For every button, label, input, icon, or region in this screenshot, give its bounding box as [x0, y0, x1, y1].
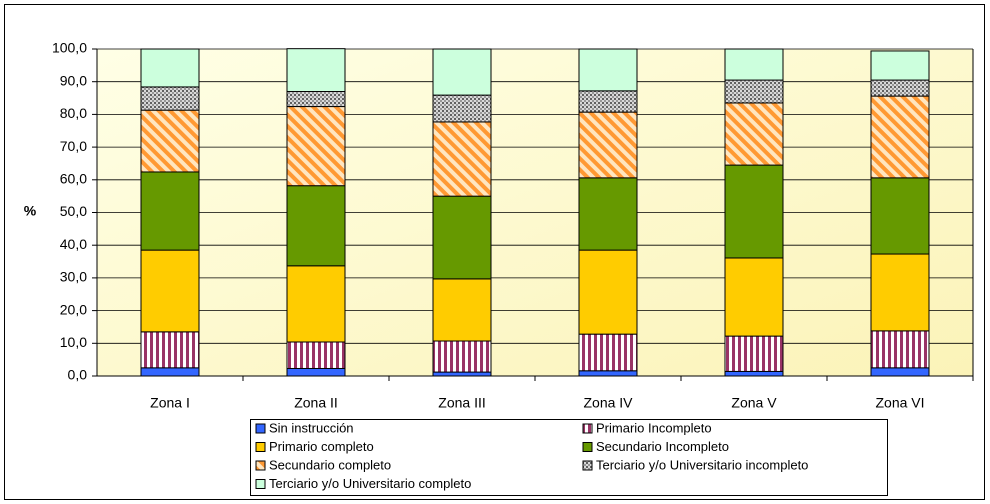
- x-tick-label: Zona I: [150, 395, 190, 411]
- bar-segment: [286, 265, 346, 343]
- bar-segment: [724, 370, 784, 377]
- bar-segment: [140, 86, 200, 111]
- y-axis-label: %: [24, 203, 37, 219]
- bar-segment: [724, 48, 784, 81]
- bar-segment: [286, 185, 346, 267]
- x-tick-label: Zona IV: [583, 395, 633, 411]
- bar-segment: [286, 106, 346, 187]
- bar-segment: [432, 48, 492, 96]
- bar-segment: [724, 102, 784, 166]
- x-tick-label: Zona II: [294, 395, 338, 411]
- legend-swatch: [255, 442, 266, 452]
- bar-segment: [432, 94, 492, 123]
- x-tick-label: Zona VI: [875, 395, 924, 411]
- legend-label: Terciario y/o Universitario completo: [269, 476, 471, 491]
- bar-segment: [578, 111, 638, 179]
- bar-segment: [286, 48, 346, 93]
- legend-label: Sin instrucción: [269, 420, 354, 435]
- y-tick-label: 50,0: [60, 203, 87, 219]
- bar-segment: [724, 335, 784, 372]
- legend-item: Secundario Incompleto: [582, 439, 729, 454]
- bar-segment: [140, 367, 200, 377]
- bar-segment: [140, 109, 200, 173]
- bar-segment: [140, 48, 200, 88]
- bar-segment: [432, 340, 492, 373]
- legend-swatch: [582, 460, 593, 471]
- bar-segment: [870, 177, 930, 255]
- legend-label: Secundario Incompleto: [596, 439, 729, 454]
- legend-item: Primario completo: [255, 439, 374, 454]
- bar-segment: [578, 370, 638, 377]
- legend-item: Terciario y/o Universitario incompleto: [582, 457, 808, 472]
- y-tick-label: 90,0: [60, 72, 87, 88]
- legend-item: Sin instrucción: [255, 420, 354, 435]
- x-tick-label: Zona V: [731, 395, 777, 411]
- y-tick-label: 60,0: [60, 171, 87, 187]
- y-tick-label: 40,0: [60, 236, 87, 252]
- bar-segment: [286, 341, 346, 369]
- bar-segment: [432, 371, 492, 377]
- bar-segment: [140, 331, 200, 369]
- bar-segment: [432, 278, 492, 342]
- bar-segment: [432, 121, 492, 197]
- bar-segment: [286, 367, 346, 377]
- y-tick-label: 0,0: [68, 367, 88, 383]
- y-tick-label: 20,0: [60, 301, 87, 317]
- legend-swatch: [582, 442, 593, 452]
- legend-swatch: [255, 479, 266, 489]
- bar-segment: [286, 91, 346, 108]
- legend-item: Terciario y/o Universitario completo: [255, 476, 471, 491]
- legend-label: Primario Incompleto: [596, 420, 712, 435]
- bar-segment: [870, 95, 930, 179]
- legend: [250, 419, 888, 496]
- bar-segment: [432, 195, 492, 280]
- bar-segment: [724, 257, 784, 337]
- bar-segment: [578, 90, 638, 113]
- bar-segment: [870, 50, 930, 81]
- legend-swatch: [255, 460, 266, 471]
- legend-item: Primario Incompleto: [582, 420, 712, 435]
- y-tick-label: 80,0: [60, 105, 87, 121]
- bar-segment: [870, 330, 930, 369]
- legend-item: Secundario completo: [255, 457, 391, 472]
- legend-swatch: [255, 423, 266, 434]
- y-tick-label: 70,0: [60, 138, 87, 154]
- legend-label: Terciario y/o Universitario incompleto: [596, 457, 808, 472]
- bar-segment: [578, 249, 638, 335]
- bar-segment: [140, 249, 200, 333]
- bar-segment: [578, 48, 638, 92]
- bar-segment: [140, 171, 200, 251]
- bar-segment: [724, 79, 784, 104]
- legend-label: Secundario completo: [269, 457, 391, 472]
- bar-segment: [870, 253, 930, 332]
- legend-swatch: [582, 423, 593, 434]
- bar-segment: [724, 164, 784, 259]
- y-tick-label: 10,0: [60, 334, 87, 350]
- bar-segment: [578, 333, 638, 372]
- y-tick-label: 100,0: [52, 40, 87, 56]
- y-tick-label: 30,0: [60, 269, 87, 285]
- x-tick-label: Zona III: [438, 395, 485, 411]
- legend-label: Primario completo: [269, 439, 374, 454]
- bar-segment: [870, 367, 930, 377]
- bar-segment: [870, 79, 930, 97]
- bar-segment: [578, 177, 638, 251]
